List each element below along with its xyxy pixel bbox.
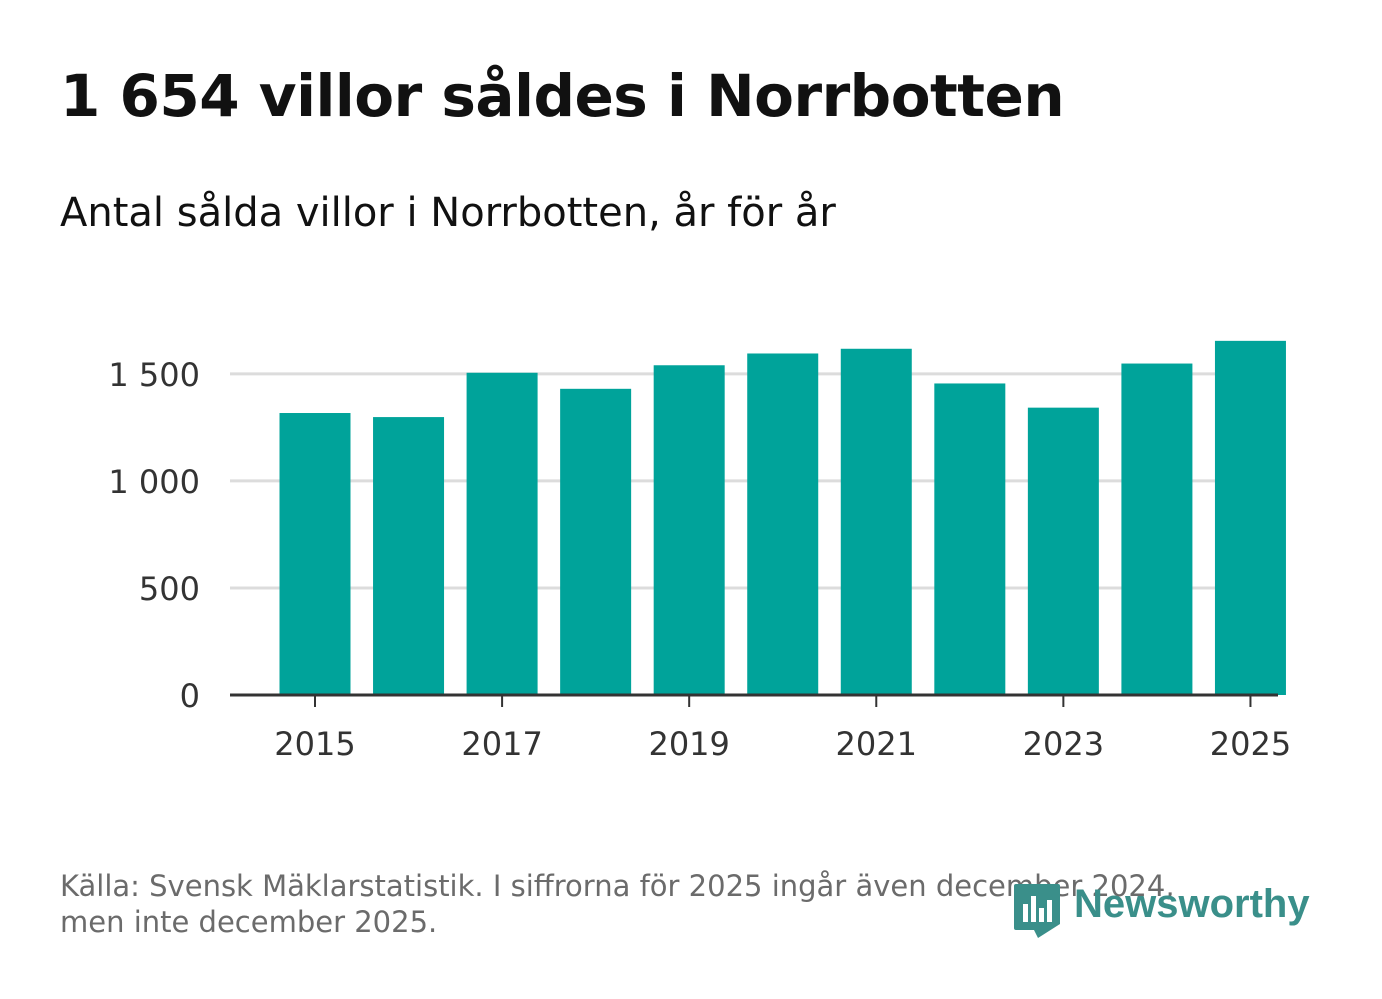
bar-2015	[279, 413, 351, 695]
bar-2022	[934, 383, 1006, 695]
source-line-1: Källa: Svensk Mäklarstatistik. I siffror…	[60, 869, 1175, 903]
axes: 0 500 1 000 1 500 2015 2017 2019 2021 2023 2025	[108, 356, 1291, 763]
x-tick-label: 2019	[648, 725, 729, 763]
newsworthy-brand-name: Newsworthy	[1074, 882, 1310, 926]
bar-2025	[1214, 340, 1286, 695]
bar-2020	[747, 353, 819, 695]
bar-2019	[653, 365, 725, 695]
newsworthy-logo-icon	[1014, 884, 1060, 938]
x-tick-label: 2025	[1210, 725, 1291, 763]
chart-title: 1 654 villor såldes i Norrbotten	[60, 62, 1065, 130]
source-note: Källa: Svensk Mäklarstatistik. I siffror…	[60, 868, 1260, 940]
bar-2021	[840, 348, 912, 695]
y-tick-label: 0	[180, 677, 200, 715]
x-tick-label: 2021	[836, 725, 917, 763]
source-line-2: men inte december 2025.	[60, 905, 438, 939]
bar-2017	[466, 372, 538, 695]
x-tick-label: 2015	[274, 725, 355, 763]
chart-subtitle: Antal sålda villor i Norrbotten, år för …	[60, 190, 836, 236]
newsworthy-logo: Newsworthy	[1012, 880, 1310, 940]
x-tick-label: 2017	[461, 725, 542, 763]
bar-2024	[1121, 363, 1193, 695]
bars	[279, 340, 1286, 695]
x-tick-label: 2023	[1023, 725, 1104, 763]
bar-2018	[560, 388, 632, 695]
y-tick-label: 1 000	[108, 463, 200, 501]
y-tick-label: 500	[139, 570, 200, 608]
bar-2023	[1027, 407, 1099, 695]
y-tick-label: 1 500	[108, 356, 200, 394]
bar-2016	[373, 417, 445, 695]
